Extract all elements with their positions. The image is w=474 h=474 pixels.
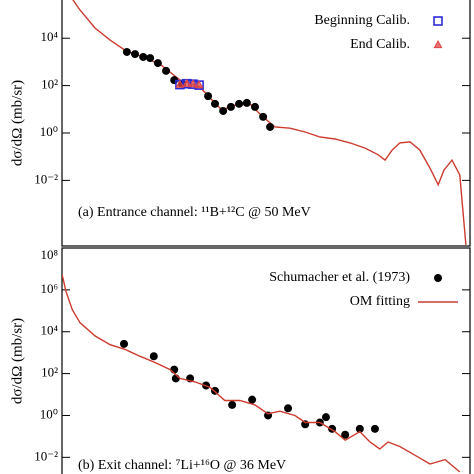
- y-tick-label: 10²: [41, 77, 58, 92]
- data-point: [284, 404, 293, 413]
- data-point: [321, 413, 330, 422]
- data-point: [211, 99, 219, 108]
- plot-area: [62, 274, 461, 473]
- data-point: [131, 50, 140, 59]
- annotation: (b) Exit channel: ⁷Li+¹⁶O @ 36 MeV: [78, 458, 286, 473]
- data-point: [266, 122, 275, 131]
- annotation: (a) Entrance channel: ¹¹B+¹²C @ 50 MeV: [78, 205, 311, 220]
- data-point: [175, 79, 185, 88]
- data-point: [139, 52, 148, 61]
- data-point: [120, 339, 129, 348]
- data-point: [433, 16, 443, 26]
- panel-frame: [61, 0, 471, 247]
- y-axis-label: dσ/dΩ (mb/sr): [9, 80, 25, 166]
- fit-line: [62, 274, 461, 473]
- data-point: [228, 400, 237, 409]
- y-tick-label: 10⁴: [40, 29, 58, 44]
- y-tick-label: 10²: [41, 365, 58, 380]
- y-tick-label: 10⁰: [40, 124, 58, 139]
- legend-label: Schumacher et al. (1973): [269, 270, 410, 285]
- data-point: [204, 92, 213, 101]
- data-point: [250, 102, 259, 111]
- data-point: [219, 106, 228, 115]
- legend-label: OM fitting: [350, 294, 410, 309]
- data-point: [146, 54, 155, 63]
- data-point: [242, 98, 251, 107]
- data-point: [370, 424, 379, 433]
- plot-area: [72, 0, 467, 245]
- data-point: [162, 66, 171, 75]
- data-point: [122, 47, 131, 56]
- data-point: [182, 78, 192, 87]
- data-point: [149, 352, 158, 361]
- data-point: [433, 39, 443, 49]
- data-point: [188, 79, 198, 88]
- legend-label: End Calib.: [350, 37, 410, 52]
- y-tick-label: 10⁸: [40, 247, 58, 262]
- data-point: [153, 59, 162, 68]
- y-tick-label: 10⁻²: [34, 171, 58, 186]
- data-point: [248, 395, 257, 404]
- legend-label: Beginning Calib.: [314, 13, 410, 28]
- y-tick-label: 10⁰: [40, 406, 58, 421]
- data-point: [434, 274, 442, 282]
- data-point: [301, 420, 310, 429]
- y-tick-label: 10⁶: [40, 281, 58, 296]
- y-axis-label: dσ/dΩ (mb/sr): [9, 318, 25, 404]
- data-point: [341, 430, 350, 439]
- data-point: [235, 99, 244, 108]
- data-point: [355, 424, 364, 433]
- panel-frame: [61, 247, 471, 474]
- y-tick-label: 10⁻²: [34, 448, 58, 463]
- data-point: [194, 80, 204, 89]
- y-tick-label: 10⁴: [40, 323, 58, 338]
- data-point: [226, 102, 235, 111]
- data-point: [259, 112, 268, 121]
